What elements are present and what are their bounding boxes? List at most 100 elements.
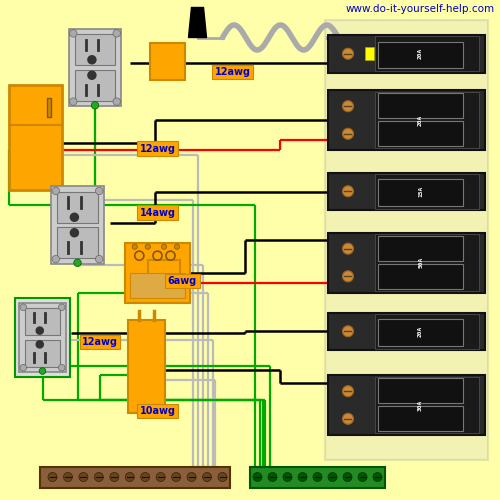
Bar: [328, 232, 485, 292]
Circle shape: [342, 326, 353, 337]
Circle shape: [20, 364, 26, 371]
Circle shape: [342, 414, 353, 424]
Polygon shape: [188, 8, 206, 38]
Circle shape: [140, 472, 149, 482]
Bar: [47, 98, 51, 116]
Circle shape: [342, 48, 353, 59]
Bar: [15, 298, 70, 378]
Circle shape: [48, 472, 57, 482]
Circle shape: [113, 30, 120, 37]
Text: 15A: 15A: [418, 186, 423, 197]
Bar: [51, 186, 104, 264]
Circle shape: [110, 472, 119, 482]
Text: 10awg: 10awg: [140, 406, 175, 416]
Bar: [19, 303, 66, 372]
Text: 14awg: 14awg: [140, 208, 175, 218]
Circle shape: [52, 256, 60, 263]
Bar: [125, 242, 190, 302]
Circle shape: [58, 304, 65, 310]
Circle shape: [313, 472, 322, 482]
Bar: [328, 35, 485, 72]
Text: 20A: 20A: [418, 48, 423, 60]
Circle shape: [253, 472, 262, 482]
Circle shape: [74, 259, 81, 266]
Bar: [375, 92, 480, 148]
Text: 50A: 50A: [418, 257, 423, 268]
Circle shape: [39, 368, 46, 374]
Bar: [58, 192, 98, 222]
Circle shape: [342, 186, 353, 197]
Bar: [328, 312, 485, 350]
Bar: [378, 180, 464, 206]
Bar: [328, 375, 485, 435]
Circle shape: [162, 244, 166, 250]
Bar: [328, 172, 485, 210]
Text: 12awg: 12awg: [82, 337, 118, 347]
Bar: [378, 93, 464, 118]
Circle shape: [156, 472, 165, 482]
Text: 12awg: 12awg: [140, 144, 175, 154]
Circle shape: [70, 30, 77, 37]
Circle shape: [132, 244, 138, 250]
Circle shape: [94, 472, 104, 482]
Bar: [58, 228, 98, 258]
Circle shape: [174, 244, 180, 250]
Circle shape: [20, 304, 26, 310]
Circle shape: [373, 472, 382, 482]
Circle shape: [343, 472, 352, 482]
Bar: [366, 47, 374, 60]
Circle shape: [268, 472, 277, 482]
Circle shape: [126, 472, 134, 482]
Bar: [378, 121, 464, 146]
Circle shape: [70, 213, 78, 222]
Bar: [378, 406, 464, 431]
Circle shape: [36, 327, 44, 334]
Circle shape: [70, 228, 78, 237]
Circle shape: [92, 102, 98, 109]
Bar: [375, 377, 480, 433]
Circle shape: [218, 472, 227, 482]
Bar: [375, 174, 480, 209]
Bar: [75, 70, 115, 101]
Circle shape: [70, 98, 77, 106]
Text: 6awg: 6awg: [168, 276, 197, 286]
Circle shape: [58, 364, 65, 371]
Circle shape: [172, 472, 180, 482]
Bar: [375, 314, 480, 349]
Bar: [250, 466, 385, 487]
Text: 20A: 20A: [418, 326, 423, 337]
Text: 12awg: 12awg: [214, 67, 250, 77]
Bar: [130, 272, 185, 297]
Bar: [128, 320, 165, 412]
Bar: [378, 236, 464, 260]
Bar: [40, 466, 230, 487]
Bar: [68, 28, 122, 106]
Bar: [24, 308, 60, 336]
Circle shape: [342, 386, 353, 396]
Circle shape: [64, 472, 72, 482]
Circle shape: [88, 56, 96, 64]
Bar: [378, 320, 464, 345]
Bar: [75, 34, 115, 65]
Circle shape: [96, 187, 103, 194]
Bar: [328, 90, 485, 150]
Circle shape: [145, 244, 150, 250]
Bar: [378, 378, 464, 403]
Bar: [150, 42, 185, 80]
Circle shape: [113, 98, 120, 106]
Bar: [378, 42, 464, 68]
Circle shape: [88, 71, 96, 80]
Circle shape: [202, 472, 211, 482]
Bar: [375, 36, 480, 72]
Bar: [378, 264, 464, 289]
Circle shape: [342, 271, 353, 282]
Circle shape: [342, 243, 353, 254]
Circle shape: [36, 341, 44, 348]
Bar: [148, 260, 180, 292]
Text: 20A: 20A: [418, 114, 423, 126]
Circle shape: [96, 256, 103, 263]
Text: 30A: 30A: [418, 400, 423, 410]
Bar: [9, 85, 62, 190]
Circle shape: [52, 187, 60, 194]
Circle shape: [283, 472, 292, 482]
